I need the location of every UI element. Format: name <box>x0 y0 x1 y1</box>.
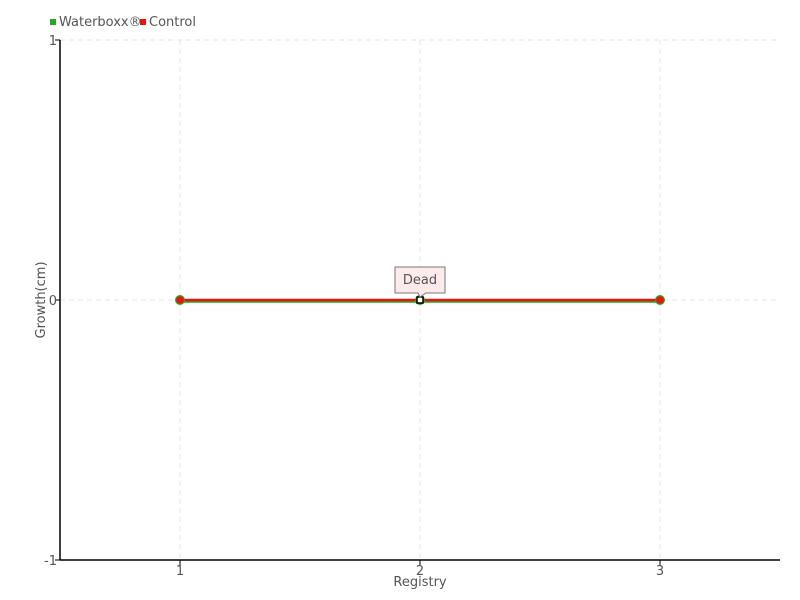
legend-swatch-control <box>140 19 146 25</box>
legend: Waterboxx® Control <box>50 15 196 30</box>
annotation-box <box>394 266 446 298</box>
x-tick-label: 1 <box>176 564 184 579</box>
control-point <box>656 296 664 304</box>
annotation-marker <box>416 296 424 304</box>
y-axis-label: Growth(cm) <box>34 261 49 338</box>
y-tick-label: -1 <box>44 554 57 569</box>
x-axis-label: Registry <box>393 575 447 590</box>
y-tick-label: 0 <box>49 294 57 309</box>
legend-label-waterboxx[interactable]: Waterboxx® <box>59 15 142 30</box>
x-tick-label: 3 <box>656 564 664 579</box>
legend-swatch-waterboxx <box>50 19 56 25</box>
legend-label-control[interactable]: Control <box>149 15 196 30</box>
y-tick-label: 1 <box>49 34 57 49</box>
annotation-label: Dead <box>403 273 437 288</box>
control-point <box>176 296 184 304</box>
x-tick-label: 2 <box>416 564 424 579</box>
